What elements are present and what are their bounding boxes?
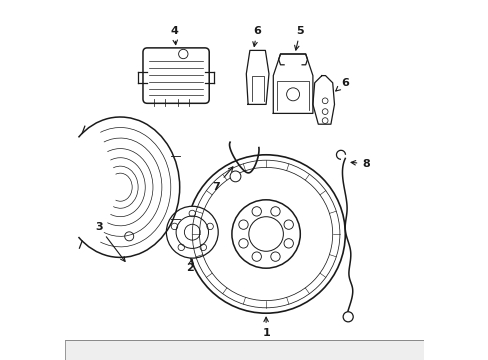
Text: 6: 6 — [335, 78, 348, 91]
Bar — [64, 340, 424, 360]
Text: 2: 2 — [186, 259, 194, 273]
Text: 3: 3 — [95, 222, 125, 261]
Circle shape — [322, 98, 327, 104]
Circle shape — [286, 88, 299, 101]
Circle shape — [166, 206, 218, 258]
Text: 5: 5 — [294, 26, 304, 50]
Circle shape — [343, 312, 352, 322]
Text: 4: 4 — [170, 26, 178, 45]
Circle shape — [178, 49, 187, 59]
Text: 7: 7 — [211, 167, 232, 192]
Circle shape — [322, 109, 327, 114]
Text: 8: 8 — [350, 159, 369, 169]
FancyBboxPatch shape — [142, 48, 209, 103]
Text: 6: 6 — [252, 26, 261, 46]
Text: 1: 1 — [262, 317, 269, 338]
Circle shape — [186, 155, 345, 313]
Circle shape — [322, 118, 327, 123]
Circle shape — [230, 171, 241, 182]
